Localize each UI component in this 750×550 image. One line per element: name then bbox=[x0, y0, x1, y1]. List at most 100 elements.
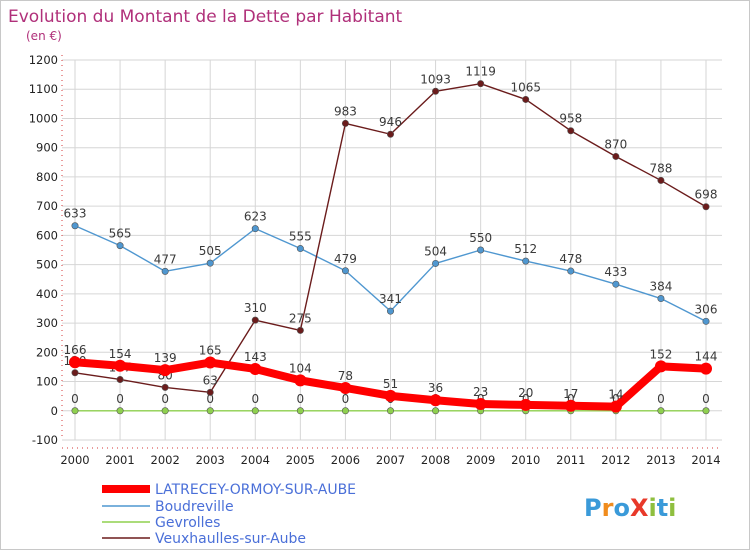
data-label: 698 bbox=[695, 188, 718, 202]
y-tick-label: 400 bbox=[36, 287, 58, 301]
data-point bbox=[294, 374, 307, 387]
x-tick-label: 2009 bbox=[466, 453, 495, 467]
data-label: 14 bbox=[608, 388, 623, 402]
data-label: 0 bbox=[161, 392, 169, 406]
logo-letter: X bbox=[630, 494, 649, 522]
legend: LATRECEY-ORMOY-SUR-AUBEBoudrevilleGevrol… bbox=[102, 482, 356, 547]
data-label: 275 bbox=[289, 311, 312, 325]
data-point bbox=[657, 176, 665, 184]
data-point bbox=[384, 389, 397, 402]
data-point bbox=[702, 317, 710, 325]
y-tick-label: -100 bbox=[32, 433, 58, 447]
data-point bbox=[71, 222, 79, 230]
data-point bbox=[432, 87, 440, 95]
data-label: 165 bbox=[199, 344, 222, 358]
data-point bbox=[522, 257, 530, 265]
logo-letter: t bbox=[657, 494, 668, 522]
legend-label: LATRECEY-ORMOY-SUR-AUBE bbox=[155, 482, 356, 498]
data-point bbox=[296, 326, 304, 334]
data-label: 983 bbox=[334, 104, 357, 118]
data-label: 0 bbox=[612, 392, 620, 406]
data-label: 17 bbox=[563, 387, 578, 401]
data-point bbox=[654, 360, 667, 373]
data-point bbox=[341, 267, 349, 275]
data-point bbox=[341, 407, 349, 415]
data-label: 0 bbox=[116, 392, 124, 406]
y-tick-label: 300 bbox=[36, 316, 58, 330]
data-point bbox=[386, 307, 394, 315]
data-label: 0 bbox=[297, 392, 305, 406]
data-point bbox=[251, 316, 259, 324]
data-label: 0 bbox=[657, 392, 665, 406]
data-label: 512 bbox=[514, 242, 537, 256]
legend-label: Veuxhaulles-sur-Aube bbox=[155, 531, 306, 547]
data-point bbox=[69, 356, 81, 369]
data-point bbox=[700, 362, 712, 375]
series-boudreville: 633 565 477 505 623 555 479 341 504 550 512 478 433 3… bbox=[64, 207, 718, 325]
data-label: 479 bbox=[334, 252, 357, 266]
y-tick-label: 1000 bbox=[29, 111, 58, 125]
data-point bbox=[474, 398, 487, 411]
data-label: 23 bbox=[473, 385, 488, 399]
data-label: 20 bbox=[518, 386, 533, 400]
data-point bbox=[564, 399, 577, 412]
data-label: 0 bbox=[522, 392, 530, 406]
series-group: 633 565 477 505 623 555 479 341 504 550 512 478 433 3… bbox=[64, 65, 718, 415]
logo-letter: P bbox=[584, 494, 602, 522]
x-tick-label: 2008 bbox=[421, 453, 450, 467]
data-point bbox=[204, 356, 217, 369]
chart-subtitle: (en €) bbox=[26, 29, 62, 43]
data-label: 152 bbox=[649, 347, 672, 361]
y-tick-label: 1200 bbox=[29, 53, 58, 67]
data-label: 946 bbox=[379, 115, 402, 129]
data-label: 870 bbox=[604, 137, 627, 151]
data-label: 0 bbox=[342, 392, 350, 406]
data-point bbox=[339, 381, 352, 394]
y-tick-label: 1100 bbox=[29, 82, 58, 96]
data-label: 384 bbox=[649, 280, 672, 294]
data-point bbox=[251, 225, 259, 233]
logo-letter: o bbox=[613, 494, 630, 522]
data-label: 306 bbox=[695, 302, 718, 316]
data-label: 0 bbox=[702, 392, 710, 406]
data-point bbox=[114, 359, 127, 372]
data-label: 154 bbox=[109, 347, 132, 361]
data-point bbox=[206, 407, 214, 415]
data-point bbox=[432, 259, 440, 267]
data-label: 0 bbox=[567, 392, 575, 406]
data-label: 433 bbox=[604, 265, 627, 279]
data-point bbox=[477, 80, 485, 88]
data-point bbox=[116, 242, 124, 250]
data-point bbox=[249, 362, 262, 375]
legend-label: Boudreville bbox=[155, 499, 234, 515]
data-point bbox=[296, 245, 304, 253]
data-label: 78 bbox=[338, 369, 353, 383]
data-point bbox=[341, 119, 349, 127]
data-point bbox=[161, 383, 169, 391]
x-tick-label: 2000 bbox=[60, 453, 89, 467]
y-tick-label: 800 bbox=[36, 170, 58, 184]
proxiti-logo: ProXiti bbox=[584, 494, 676, 522]
x-tick-label: 2011 bbox=[556, 453, 585, 467]
logo-letter: i bbox=[668, 494, 676, 522]
y-tick-label: 700 bbox=[36, 199, 58, 213]
data-point bbox=[432, 407, 440, 415]
logo-letter: r bbox=[602, 494, 614, 522]
data-point bbox=[386, 130, 394, 138]
data-point bbox=[609, 400, 622, 413]
data-label: 1119 bbox=[465, 65, 496, 79]
data-label: 504 bbox=[424, 244, 447, 258]
x-tick-label: 2002 bbox=[151, 453, 180, 467]
data-label: 143 bbox=[244, 350, 267, 364]
axes: -100010020030040050060070080090010001100… bbox=[29, 53, 722, 467]
data-point bbox=[702, 407, 710, 415]
data-point bbox=[71, 407, 79, 415]
x-tick-label: 2014 bbox=[691, 453, 720, 467]
x-tick-label: 2003 bbox=[196, 453, 225, 467]
data-point bbox=[116, 375, 124, 383]
data-label: 139 bbox=[154, 351, 177, 365]
y-tick-label: 100 bbox=[36, 375, 58, 389]
data-label: 0 bbox=[71, 392, 79, 406]
data-label: 166 bbox=[64, 343, 87, 357]
